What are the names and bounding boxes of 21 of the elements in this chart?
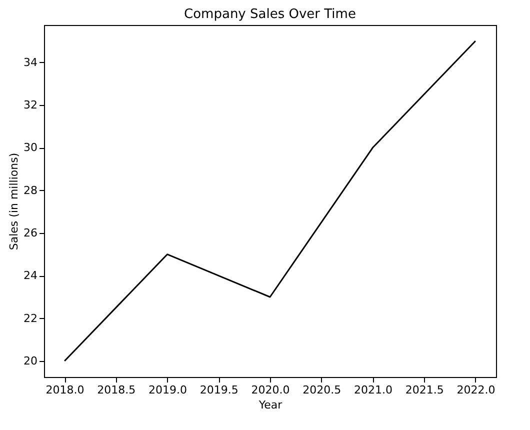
y-tick-label: 34 bbox=[24, 56, 38, 69]
y-tick-label: 24 bbox=[24, 269, 38, 282]
x-tick-label: 2021.5 bbox=[405, 384, 444, 396]
chart-title: Company Sales Over Time bbox=[184, 7, 356, 22]
y-tick-label: 20 bbox=[24, 354, 38, 368]
x-tick-label: 2022.0 bbox=[456, 384, 496, 396]
y-tick-label: 26 bbox=[24, 226, 38, 240]
y-tick-label: 30 bbox=[24, 141, 38, 154]
x-tick-label: 2020.5 bbox=[302, 384, 342, 396]
x-tick-label: 2018.5 bbox=[97, 384, 136, 396]
y-tick-label: 28 bbox=[24, 184, 38, 197]
y-tick-label: 22 bbox=[24, 312, 38, 325]
x-tick-label: 2021.0 bbox=[354, 384, 392, 396]
line-series bbox=[64, 40, 476, 362]
x-tick-label: 2019.5 bbox=[200, 384, 238, 396]
x-axis-title: Year bbox=[258, 398, 283, 412]
x-tick-label: 2018.0 bbox=[46, 384, 84, 396]
y-axis-title: Sales (in millions) bbox=[8, 152, 21, 250]
y-tick-label: 32 bbox=[24, 98, 38, 112]
x-tick-label: 2020.0 bbox=[251, 384, 290, 396]
x-tick-label: 2019.0 bbox=[148, 384, 188, 396]
